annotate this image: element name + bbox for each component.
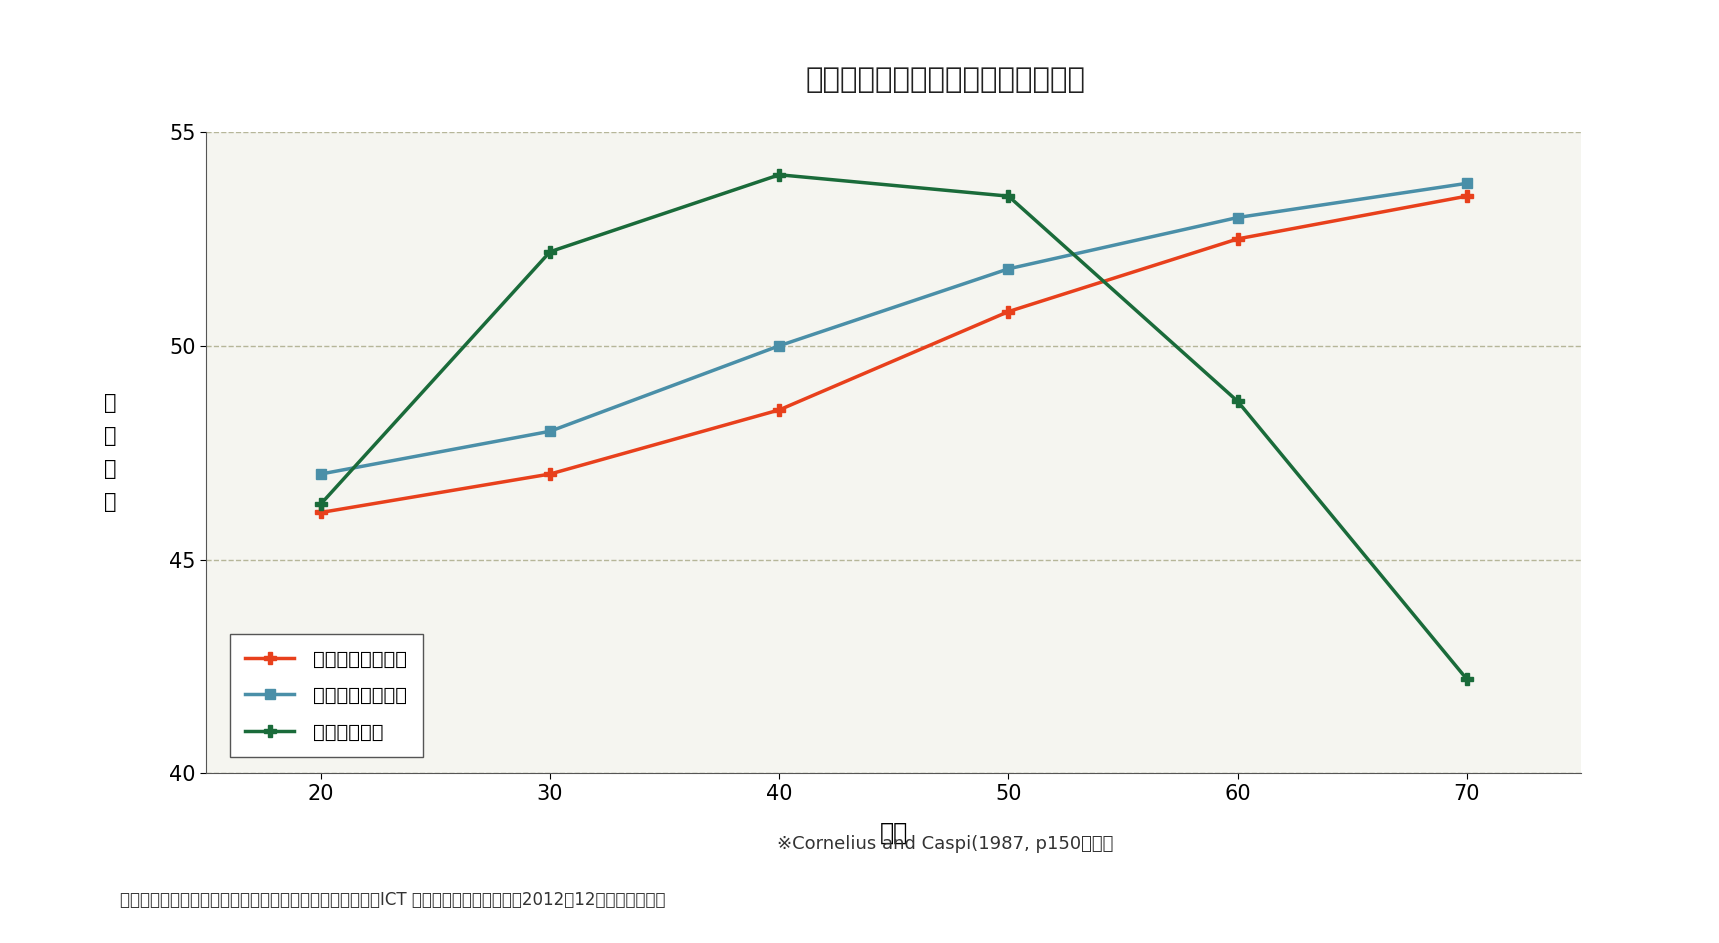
- 日常問題解決能力: [540, 469, 560, 480]
- 短期記憶能力: [999, 190, 1019, 202]
- 短期記憶能力: [1456, 673, 1477, 685]
- Text: ※Cornelius and Caspi(1987, p150）より: ※Cornelius and Caspi(1987, p150）より: [777, 835, 1114, 852]
- Line: 日常問題解決能力: 日常問題解決能力: [315, 190, 1473, 518]
- 日常問題解決能力: [1456, 190, 1477, 202]
- Text: 資料：秋山弘子（東京大学名誉教授）提供資料（総務省『ICT 超高齢社会構想会議』（2012年12月７日）より）: 資料：秋山弘子（東京大学名誉教授）提供資料（総務省『ICT 超高齢社会構想会議』…: [120, 891, 665, 909]
- 短期記憶能力: [540, 246, 560, 257]
- 言語（語彙）能力: [999, 263, 1019, 274]
- Text: 図表１：認知能力の年齢による変化: 図表１：認知能力の年齢による変化: [806, 66, 1085, 94]
- Line: 短期記憶能力: 短期記憶能力: [315, 169, 1473, 685]
- 日常問題解決能力: [999, 306, 1019, 317]
- 言語（語彙）能力: [311, 469, 332, 480]
- Y-axis label: 能
力
得
点: 能 力 得 点: [103, 393, 117, 512]
- 言語（語彙）能力: [1227, 212, 1248, 223]
- Legend: 日常問題解決能力, 言語（語彙）能力, 短期記憶能力: 日常問題解決能力, 言語（語彙）能力, 短期記憶能力: [230, 634, 423, 757]
- 言語（語彙）能力: [540, 425, 560, 437]
- 日常問題解決能力: [311, 506, 332, 518]
- 短期記憶能力: [768, 169, 789, 180]
- 言語（語彙）能力: [1456, 177, 1477, 189]
- Line: 言語（語彙）能力: 言語（語彙）能力: [316, 178, 1471, 479]
- 言語（語彙）能力: [768, 340, 789, 352]
- 日常問題解決能力: [768, 405, 789, 416]
- 短期記憶能力: [1227, 396, 1248, 407]
- X-axis label: 年齢: 年齢: [880, 820, 908, 844]
- 日常問題解決能力: [1227, 233, 1248, 244]
- 短期記憶能力: [311, 498, 332, 509]
